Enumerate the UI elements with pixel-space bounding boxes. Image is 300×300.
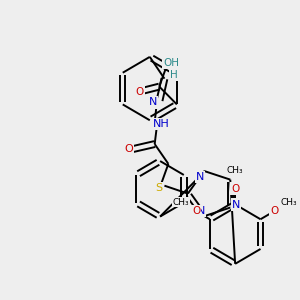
- Text: NH: NH: [153, 119, 170, 129]
- Text: CH₃: CH₃: [227, 166, 244, 175]
- Text: S: S: [155, 183, 162, 193]
- Text: N: N: [196, 172, 204, 182]
- Text: H: H: [170, 70, 178, 80]
- Text: N: N: [232, 200, 240, 210]
- Text: CH₃: CH₃: [281, 198, 298, 207]
- Text: O: O: [124, 144, 133, 154]
- Text: OH: OH: [163, 58, 179, 68]
- Text: O: O: [136, 86, 144, 97]
- Text: O: O: [231, 184, 239, 194]
- Text: CH₃: CH₃: [173, 198, 189, 207]
- Text: O: O: [270, 206, 278, 216]
- Text: O: O: [192, 206, 200, 216]
- Text: N: N: [197, 206, 205, 216]
- Text: N: N: [148, 98, 157, 107]
